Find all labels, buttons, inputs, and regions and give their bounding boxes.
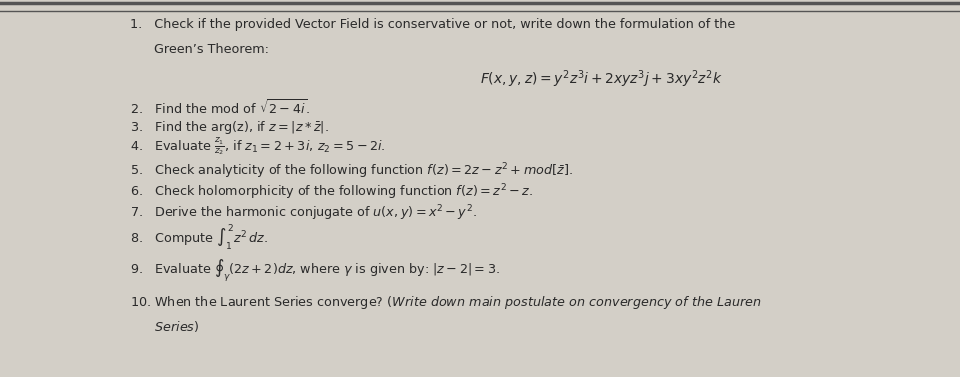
Text: 5.   Check analyticity of the following function $f(z) = 2z - z^2 + mod[\bar{z}]: 5. Check analyticity of the following fu… [130,162,572,181]
Text: 7.   Derive the harmonic conjugate of $u(x, y) = x^2 - y^2$.: 7. Derive the harmonic conjugate of $u(x… [130,203,476,223]
Text: 6.   Check holomorphicity of the following function $f(z) = z^2 - z$.: 6. Check holomorphicity of the following… [130,182,533,202]
Text: Green’s Theorem:: Green’s Theorem: [130,43,269,55]
Text: 1.   Check if the provided Vector Field is conservative or not, write down the f: 1. Check if the provided Vector Field is… [130,18,734,31]
Text: $\it{Series}$): $\it{Series}$) [130,319,199,334]
Text: 8.   Compute $\int_1^2 z^2\,dz$.: 8. Compute $\int_1^2 z^2\,dz$. [130,223,268,252]
Text: 9.   Evaluate $\oint_{\gamma}(2z + 2)dz$, where $\gamma$ is given by: $|z - 2| =: 9. Evaluate $\oint_{\gamma}(2z + 2)dz$, … [130,257,499,284]
Text: 4.   Evaluate $\frac{z_1}{z_2}$, if $z_1 = 2 + 3i,\, z_2 = 5 - 2i$.: 4. Evaluate $\frac{z_1}{z_2}$, if $z_1 =… [130,136,385,157]
Text: 3.   Find the arg(z), if $z = |z * \bar{z}|$.: 3. Find the arg(z), if $z = |z * \bar{z}… [130,118,328,136]
Text: 2.   Find the mod of $\sqrt{2-4i}$.: 2. Find the mod of $\sqrt{2-4i}$. [130,98,310,117]
Text: 10. When the Laurent Series converge? ($\it{Write\ down\ main\ postulate\ on\ co: 10. When the Laurent Series converge? ($… [130,294,761,311]
Text: $F(x, y, z) = y^2z^3i + 2xyz^3j + 3xy^2z^2k$: $F(x, y, z) = y^2z^3i + 2xyz^3j + 3xy^2z… [480,68,723,90]
